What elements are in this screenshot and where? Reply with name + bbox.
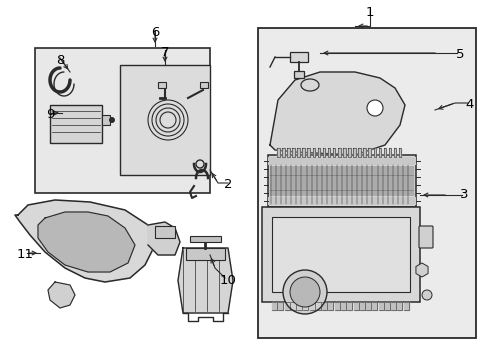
Polygon shape — [398, 148, 401, 157]
Polygon shape — [397, 302, 402, 310]
FancyBboxPatch shape — [418, 226, 432, 248]
Polygon shape — [178, 248, 232, 313]
Text: 10: 10 — [219, 274, 236, 287]
Polygon shape — [359, 302, 364, 310]
Polygon shape — [284, 302, 289, 310]
Polygon shape — [315, 302, 320, 310]
Polygon shape — [343, 148, 345, 157]
Bar — [185, 248, 224, 260]
Polygon shape — [271, 302, 276, 310]
Polygon shape — [15, 200, 155, 282]
Bar — [293, 71, 304, 78]
Text: 7: 7 — [161, 45, 169, 58]
Bar — [102, 115, 110, 125]
Polygon shape — [393, 148, 396, 157]
Bar — [190, 236, 221, 242]
Text: 6: 6 — [150, 26, 159, 39]
Circle shape — [109, 117, 115, 123]
Polygon shape — [378, 302, 383, 310]
Polygon shape — [148, 222, 180, 255]
Text: 5: 5 — [455, 49, 463, 62]
Bar — [200, 82, 207, 88]
Polygon shape — [38, 212, 135, 272]
Polygon shape — [292, 148, 294, 157]
Polygon shape — [334, 302, 339, 310]
Polygon shape — [371, 302, 377, 310]
Polygon shape — [312, 148, 314, 157]
Polygon shape — [340, 302, 346, 310]
Polygon shape — [327, 148, 330, 157]
Polygon shape — [269, 72, 404, 155]
Bar — [271, 217, 409, 292]
Text: 9: 9 — [46, 108, 54, 121]
Polygon shape — [309, 302, 314, 310]
Text: 11: 11 — [17, 248, 34, 261]
Polygon shape — [303, 302, 308, 310]
Text: 1: 1 — [365, 5, 373, 18]
Bar — [267, 157, 415, 165]
Circle shape — [421, 290, 431, 300]
Bar — [155, 226, 175, 238]
Polygon shape — [352, 148, 355, 157]
Text: 2: 2 — [224, 179, 232, 192]
Circle shape — [289, 277, 319, 307]
Text: 8: 8 — [56, 54, 64, 67]
Polygon shape — [378, 148, 380, 157]
Polygon shape — [353, 302, 358, 310]
Polygon shape — [322, 148, 325, 157]
Polygon shape — [383, 148, 386, 157]
Polygon shape — [282, 148, 284, 157]
Polygon shape — [337, 148, 340, 157]
Polygon shape — [346, 302, 351, 310]
Polygon shape — [297, 148, 299, 157]
Polygon shape — [403, 302, 408, 310]
Polygon shape — [367, 148, 370, 157]
Polygon shape — [373, 148, 375, 157]
Bar — [289, 52, 307, 62]
Bar — [267, 155, 415, 207]
Bar — [258, 28, 475, 338]
Polygon shape — [363, 148, 365, 157]
Circle shape — [366, 100, 382, 116]
Bar — [50, 105, 102, 143]
Polygon shape — [332, 148, 335, 157]
Polygon shape — [48, 282, 75, 308]
Bar — [35, 48, 209, 193]
Polygon shape — [302, 148, 305, 157]
Polygon shape — [290, 302, 295, 310]
Polygon shape — [366, 302, 370, 310]
Polygon shape — [384, 302, 389, 310]
Text: 3: 3 — [459, 189, 468, 202]
Polygon shape — [297, 302, 302, 310]
Polygon shape — [358, 148, 360, 157]
Polygon shape — [278, 302, 283, 310]
Text: 4: 4 — [465, 99, 473, 112]
Bar — [158, 82, 165, 88]
Polygon shape — [286, 148, 289, 157]
Polygon shape — [328, 302, 333, 310]
Bar — [262, 207, 419, 302]
Polygon shape — [276, 148, 279, 157]
Polygon shape — [322, 302, 326, 310]
Polygon shape — [347, 148, 350, 157]
Circle shape — [283, 270, 326, 314]
Polygon shape — [390, 302, 395, 310]
Polygon shape — [388, 148, 390, 157]
Bar — [120, 65, 209, 175]
Polygon shape — [307, 148, 309, 157]
Bar — [267, 197, 415, 205]
Polygon shape — [317, 148, 320, 157]
